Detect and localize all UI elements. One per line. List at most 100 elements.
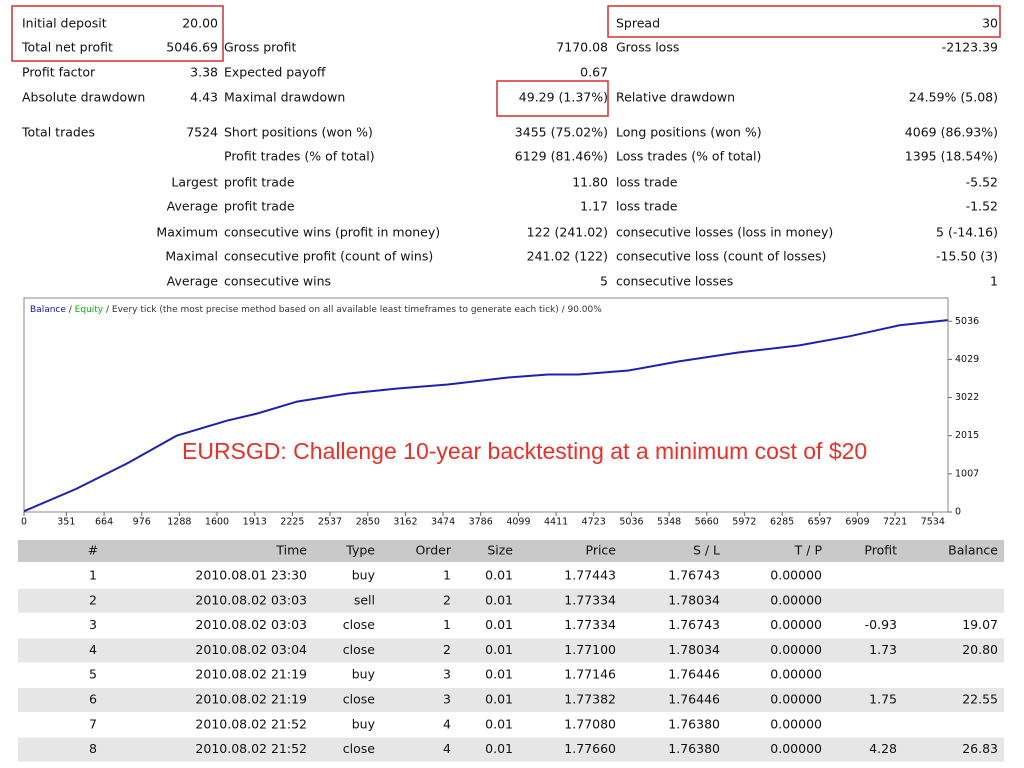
- column-header: T / P: [794, 543, 823, 558]
- column-header: Size: [487, 543, 513, 558]
- row-bg: [18, 638, 1004, 663]
- chart-title: Balance / Equity / Every tick (the most …: [30, 305, 602, 315]
- column-header: Balance: [948, 543, 998, 558]
- table-cell: 0.01: [485, 568, 513, 583]
- stat-label: Average: [167, 274, 219, 289]
- table-cell: 7: [89, 716, 97, 731]
- table-cell: 19.07: [962, 617, 998, 632]
- table-cell: 0.00000: [770, 667, 822, 682]
- stat-label: consecutive losses: [616, 274, 733, 289]
- table-cell: 0.01: [485, 642, 513, 657]
- column-header: #: [88, 543, 98, 558]
- stat-label: Maximal drawdown: [224, 90, 345, 105]
- stat-value: 7170.08: [556, 40, 608, 55]
- highlight-box: [496, 80, 609, 117]
- table-cell: sell: [354, 592, 375, 607]
- table-cell: buy: [352, 667, 376, 682]
- stat-value: -2123.39: [942, 40, 998, 55]
- stat-value: 7524: [186, 125, 218, 140]
- stat-value: 4069 (86.93%): [905, 125, 998, 140]
- x-tick-label: 7221: [883, 517, 907, 528]
- table-cell: 2: [89, 592, 97, 607]
- table-cell: 26.83: [962, 741, 998, 756]
- column-header: Type: [345, 543, 375, 558]
- y-tick-label: 0: [955, 507, 961, 518]
- x-tick-label: 1288: [167, 517, 191, 528]
- stat-value: 241.02 (122): [527, 249, 608, 264]
- stat-label: Largest: [171, 175, 218, 190]
- row-bg: [18, 737, 1004, 762]
- table-cell: 0.00000: [770, 642, 822, 657]
- x-tick-label: 664: [95, 517, 113, 528]
- x-tick-label: 4099: [506, 517, 530, 528]
- stat-label: Average: [167, 199, 219, 214]
- stat-value: -5.52: [966, 175, 998, 190]
- stat-value: 6129 (81.46%): [515, 149, 608, 164]
- table-cell: 0.01: [485, 617, 513, 632]
- stat-value: 3455 (75.02%): [515, 125, 608, 140]
- column-header: Profit: [864, 543, 897, 558]
- stat-label: Expected payoff: [224, 65, 326, 80]
- table-cell: 0.01: [485, 741, 513, 756]
- column-header: Order: [415, 543, 451, 558]
- table-cell: 2010.08.02 21:52: [195, 716, 307, 731]
- x-tick-label: 4411: [544, 517, 568, 528]
- stat-label: profit trade: [224, 175, 295, 190]
- table-cell: 1.76743: [668, 617, 720, 632]
- table-cell: 2: [443, 592, 451, 607]
- stat-label: loss trade: [616, 199, 678, 214]
- table-cell: 8: [89, 741, 97, 756]
- table-cell: 3: [89, 617, 97, 632]
- title-part: / Every tick (the most precise method ba…: [103, 305, 602, 315]
- stat-value: 24.59% (5.08): [909, 90, 998, 105]
- table-cell: 5: [89, 667, 97, 682]
- stat-value: 20.00: [182, 16, 218, 31]
- table-cell: 1.77443: [564, 568, 616, 583]
- trades-table: # Time Type Order Size Price S / L T / P Profit B…: [18, 540, 1004, 762]
- stat-label: Spread: [616, 16, 660, 31]
- x-tick-label: 5036: [619, 517, 643, 528]
- table-cell: 1.77334: [564, 592, 616, 607]
- balance-chart: Balance / Equity / Every tick (the most …: [21, 305, 979, 528]
- stat-value: 122 (241.02): [527, 225, 608, 240]
- stat-value: 11.80: [572, 175, 608, 190]
- table-cell: 4: [89, 642, 97, 657]
- x-tick-label: 6285: [770, 517, 794, 528]
- column-header: Price: [586, 543, 617, 558]
- table-cell: 0.01: [485, 592, 513, 607]
- table-cell: 0.01: [485, 667, 513, 682]
- table-cell: 0.00000: [770, 741, 822, 756]
- x-tick-label: 976: [133, 517, 151, 528]
- row-bg: [18, 688, 1004, 712]
- title-part: /: [66, 305, 75, 315]
- table-cell: close: [343, 617, 376, 632]
- table-cell: 2010.08.01 23:30: [195, 568, 307, 583]
- stat-label: Total net profit: [21, 40, 113, 55]
- stat-value: 0.67: [580, 65, 608, 80]
- x-tick-label: 2537: [318, 517, 342, 528]
- x-tick-label: 4723: [582, 517, 606, 528]
- table-cell: 0.00000: [770, 617, 822, 632]
- column-header: S / L: [693, 543, 720, 558]
- y-tick-label: 1007: [955, 468, 979, 479]
- table-cell: 2010.08.02 03:04: [195, 642, 307, 657]
- column-header: Time: [275, 543, 307, 558]
- x-tick-label: 6597: [808, 517, 832, 528]
- table-cell: 0.00000: [770, 568, 822, 583]
- x-tick-label: 1600: [205, 517, 229, 528]
- table-cell: 0.00000: [770, 692, 822, 707]
- table-cell: 1.76743: [668, 568, 720, 583]
- stat-label: Maximum: [156, 225, 218, 240]
- table-cell: close: [343, 741, 376, 756]
- table-cell: 4: [443, 716, 451, 731]
- y-tick-label: 5036: [955, 316, 979, 327]
- row-bg: [18, 588, 1004, 613]
- table-cell: buy: [352, 568, 376, 583]
- stat-label: Total trades: [21, 125, 95, 140]
- stat-label: Profit factor: [22, 65, 96, 80]
- stat-value: 5046.69: [166, 40, 218, 55]
- x-tick-label: 2225: [280, 517, 304, 528]
- table-cell: 2010.08.02 21:52: [195, 741, 307, 756]
- stat-value: 1.17: [580, 199, 608, 214]
